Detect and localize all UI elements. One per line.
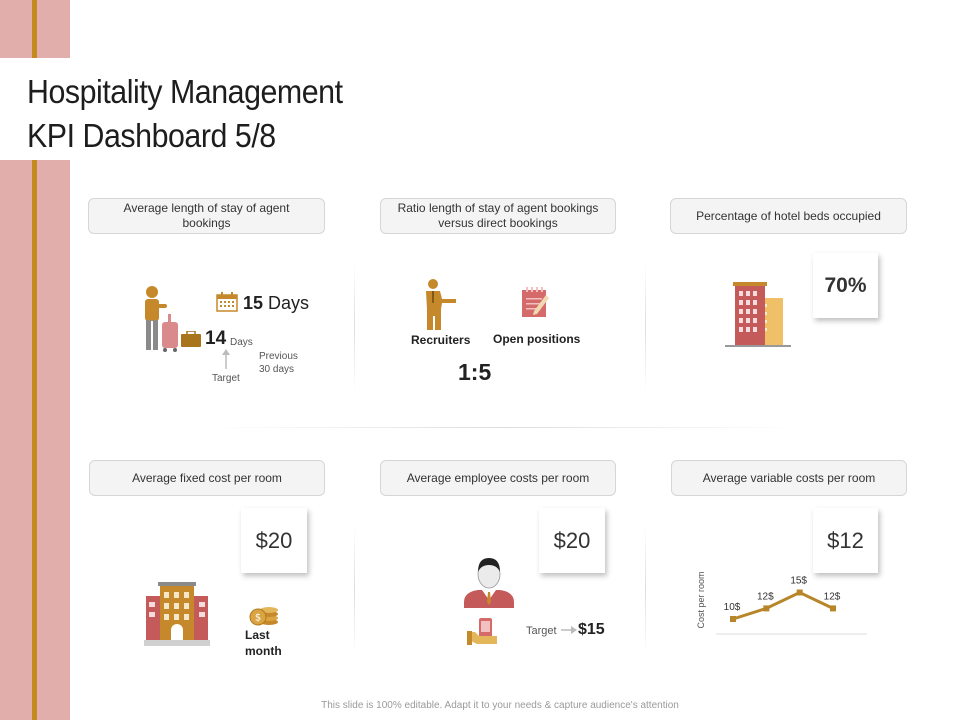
stay-current-unit: Days	[268, 293, 310, 313]
chart-y-axis-label: Cost per room	[696, 571, 706, 628]
chart-data-label: 10$	[724, 602, 741, 613]
fixed-cost-period-label: Last month	[245, 628, 282, 658]
footer-note: This slide is 100% editable. Adapt it to…	[321, 700, 679, 711]
kpi-label-beds-occupied: Percentage of hotel beds occupied	[670, 198, 907, 234]
recruiter-presenting-icon	[426, 279, 456, 330]
kpi-label-ratio: Ratio length of stay of agent bookings v…	[380, 198, 616, 234]
hand-holding-phone-icon	[467, 618, 497, 645]
traveler-with-luggage-icon	[145, 286, 178, 352]
arrow-up-icon	[222, 349, 230, 369]
fixed-cost-value: $20	[241, 508, 307, 573]
stay-target-label: Target	[212, 373, 240, 384]
variable-cost-line-chart: Cost per room 10$ 12$ 15$ 12$	[696, 571, 867, 635]
recruiters-label: Recruiters	[411, 333, 471, 347]
calendar-icon	[216, 292, 238, 312]
chart-data-label: 12$	[757, 591, 774, 602]
beds-occupied-value: 70%	[813, 253, 878, 318]
chart-point	[796, 589, 803, 596]
arrow-right-icon	[561, 626, 577, 634]
chart-point	[830, 605, 836, 612]
chart-point	[763, 605, 770, 612]
employee-avatar-icon	[464, 558, 514, 608]
kpi-label-avg-stay: Average length of stay of agent bookings	[88, 198, 325, 234]
hotel-building-icon	[725, 282, 791, 347]
stay-current: 15 Days	[243, 293, 309, 314]
divider-vertical	[354, 525, 355, 655]
chart-data-label: 12$	[824, 591, 841, 602]
ratio-value: 1:5	[458, 359, 492, 385]
employee-cost-value: $20	[539, 508, 605, 573]
title-line-1: Hospitality Management	[27, 73, 343, 110]
svg-text:$: $	[255, 613, 261, 624]
stay-previous-label: Previous 30 days	[259, 351, 298, 375]
title-background	[0, 58, 400, 160]
kpi-label-variable-cost: Average variable costs per room	[671, 460, 907, 496]
kpi-label-fixed-cost: Average fixed cost per room	[89, 460, 325, 496]
employee-cost-target-value: $15	[578, 621, 605, 638]
hotel-building-icon	[144, 582, 210, 646]
title-line-2: KPI Dashboard 5/8	[27, 117, 276, 154]
divider-vertical	[354, 262, 355, 392]
open-positions-label: Open positions	[493, 332, 581, 346]
page-title: Hospitality Management KPI Dashboard 5/8	[27, 70, 343, 158]
variable-cost-value: $12	[813, 508, 878, 573]
stay-target-unit: Days	[230, 337, 253, 348]
briefcase-icon	[181, 331, 201, 347]
chart-series-line	[732, 590, 834, 621]
stay-current-value: 15	[243, 293, 264, 313]
divider-horizontal	[210, 427, 800, 428]
notepad-pencil-icon	[522, 287, 549, 317]
stay-target-value: 14	[205, 328, 227, 349]
divider-vertical	[645, 262, 646, 392]
kpi-label-employee-cost: Average employee costs per room	[380, 460, 616, 496]
employee-cost-target-label: Target	[526, 625, 557, 637]
chart-data-label: 15$	[790, 576, 807, 587]
chart-point	[730, 616, 736, 622]
divider-vertical	[645, 525, 646, 655]
coins-icon: $	[249, 607, 278, 626]
left-accent-line	[32, 0, 37, 720]
